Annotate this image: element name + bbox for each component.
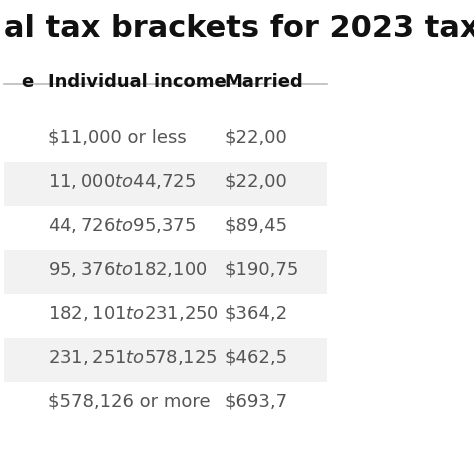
- Text: $578,126 or more: $578,126 or more: [48, 393, 210, 410]
- Bar: [4, 294, 328, 338]
- Bar: [4, 250, 328, 294]
- Bar: [4, 382, 328, 426]
- Text: $95,376 to $182,100: $95,376 to $182,100: [48, 260, 208, 279]
- Text: $364,2: $364,2: [224, 305, 287, 322]
- Text: $11,000 to $44,725: $11,000 to $44,725: [48, 172, 196, 191]
- Bar: [4, 118, 328, 162]
- Text: e: e: [21, 73, 34, 91]
- Text: $190,75: $190,75: [224, 261, 299, 278]
- Text: $22,00: $22,00: [224, 173, 287, 190]
- Text: $89,45: $89,45: [224, 217, 287, 234]
- Text: al tax brackets for 2023 tax yea: al tax brackets for 2023 tax yea: [4, 14, 474, 43]
- Text: $182,101 to $231,250: $182,101 to $231,250: [48, 304, 219, 323]
- Text: $22,00: $22,00: [224, 128, 287, 146]
- Text: Married: Married: [224, 73, 303, 91]
- Text: $44,726 to $95,375: $44,726 to $95,375: [48, 216, 196, 235]
- Bar: [4, 206, 328, 250]
- Text: $231,251 to $578,125: $231,251 to $578,125: [48, 348, 218, 367]
- Bar: [4, 338, 328, 382]
- Text: $462,5: $462,5: [224, 349, 287, 366]
- Text: Individual income: Individual income: [48, 73, 227, 91]
- Bar: [4, 162, 328, 206]
- Text: $693,7: $693,7: [224, 393, 287, 410]
- Text: $11,000 or less: $11,000 or less: [48, 128, 187, 146]
